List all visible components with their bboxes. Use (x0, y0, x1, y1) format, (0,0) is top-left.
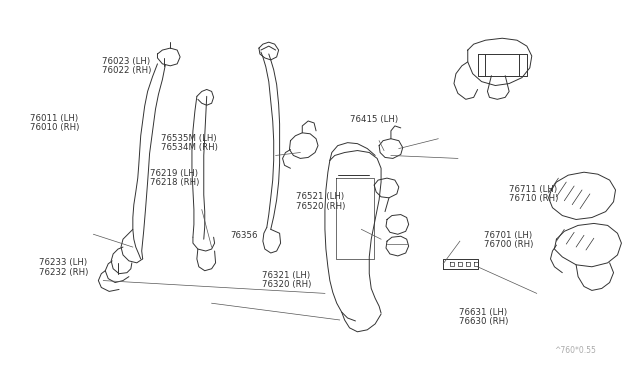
Text: 76023 (LH): 76023 (LH) (102, 57, 150, 66)
Text: 76022 (RH): 76022 (RH) (102, 66, 152, 75)
Text: 76010 (RH): 76010 (RH) (30, 123, 79, 132)
Text: 76321 (LH): 76321 (LH) (262, 271, 310, 280)
Text: 76521 (LH): 76521 (LH) (296, 192, 344, 202)
Text: 76701 (LH): 76701 (LH) (484, 231, 532, 240)
Text: 76630 (RH): 76630 (RH) (459, 317, 508, 326)
Text: 76233 (LH): 76233 (LH) (40, 259, 88, 267)
Text: 76700 (RH): 76700 (RH) (484, 240, 533, 249)
Text: 76520 (RH): 76520 (RH) (296, 202, 346, 211)
Text: 76356: 76356 (230, 231, 258, 240)
Text: 76218 (RH): 76218 (RH) (150, 178, 199, 187)
Text: 76320 (RH): 76320 (RH) (262, 280, 312, 289)
Text: 76011 (LH): 76011 (LH) (30, 114, 78, 123)
Text: ^760*0.55: ^760*0.55 (554, 346, 596, 355)
Text: 76534M (RH): 76534M (RH) (161, 143, 218, 152)
Text: 76710 (RH): 76710 (RH) (509, 194, 559, 203)
Text: 76415 (LH): 76415 (LH) (350, 115, 398, 124)
Text: 76219 (LH): 76219 (LH) (150, 169, 198, 178)
Text: 76631 (LH): 76631 (LH) (459, 308, 507, 317)
Text: 76232 (RH): 76232 (RH) (40, 267, 89, 277)
Text: 76535M (LH): 76535M (LH) (161, 134, 217, 143)
Text: 76711 (LH): 76711 (LH) (509, 185, 557, 194)
